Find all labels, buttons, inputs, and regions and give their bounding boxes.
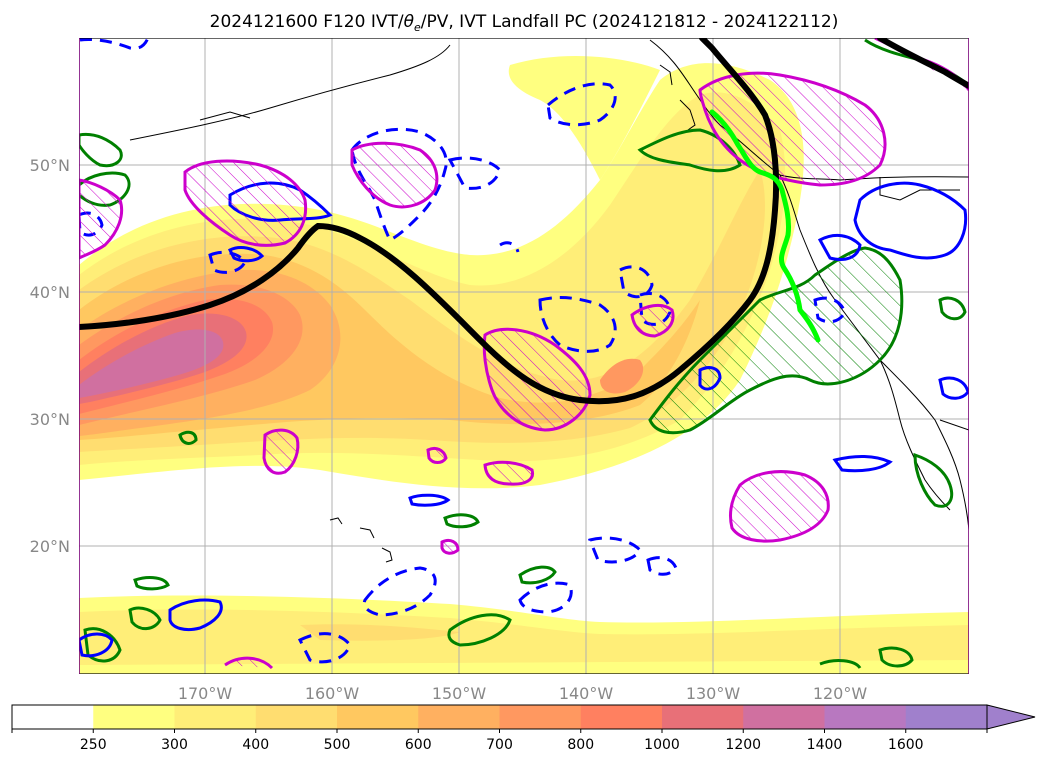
colorbar-tick-label: 800 <box>567 737 594 753</box>
lat-labels: 50°N 40°N 30°N 20°N <box>30 156 70 556</box>
lon-label-150w: 150°W <box>432 684 487 703</box>
colorbar-tick-label: 400 <box>242 737 269 753</box>
colorbar-segment <box>905 705 988 729</box>
colorbar-segment <box>824 705 907 729</box>
landfall-pc-line-ne <box>877 38 969 89</box>
colorbar-segment <box>580 705 663 729</box>
lon-label-140w: 140°W <box>559 684 614 703</box>
colorbar-tick-label: 700 <box>486 737 513 753</box>
colorbar-tick-label: 600 <box>405 737 432 753</box>
colorbar-segment <box>12 705 94 729</box>
lat-label-40n: 40°N <box>30 283 70 302</box>
colorbar-tick-label: 250 <box>80 737 107 753</box>
colorbar-tick-label: 1000 <box>644 737 680 753</box>
lat-label-50n: 50°N <box>30 156 70 175</box>
colorbar-segment <box>93 705 175 729</box>
lat-label-30n: 30°N <box>30 410 70 429</box>
lon-label-170w: 170°W <box>178 684 233 703</box>
lon-label-120w: 120°W <box>813 684 868 703</box>
landfall-point-line <box>709 109 821 343</box>
lat-label-20n: 20°N <box>30 537 70 556</box>
figure-title: 2024121600 F120 IVT/θe/PV, IVT Landfall … <box>210 12 839 34</box>
colorbar-extend-max <box>986 704 1036 730</box>
colorbar-tick-label: 1600 <box>888 737 924 753</box>
colorbar-segment <box>174 705 257 729</box>
colorbar-segment <box>255 705 338 729</box>
colorbar-segment <box>499 705 582 729</box>
lon-labels: 170°W 160°W 150°W 140°W 130°W 120°W <box>178 684 868 703</box>
colorbar-segment <box>337 705 419 729</box>
colorbar: 250 300 400 500 600 700 800 1000 1200 1400 1600 <box>11 704 1036 753</box>
colorbar-tick-label: 300 <box>161 737 188 753</box>
colorbar-tick-label: 1200 <box>725 737 761 753</box>
colorbar-segment <box>662 705 744 729</box>
ivt-shading <box>79 55 969 674</box>
colorbar-segment <box>418 705 500 729</box>
colorbar-segment <box>743 705 825 729</box>
colorbar-tick-label: 1400 <box>807 737 843 753</box>
map-area <box>79 38 969 674</box>
lon-label-160w: 160°W <box>305 684 360 703</box>
landfall-pc-line <box>79 38 780 405</box>
colorbar-tick-label: 500 <box>324 737 351 753</box>
lon-label-130w: 130°W <box>686 684 741 703</box>
pv-magenta-contours <box>79 38 969 670</box>
